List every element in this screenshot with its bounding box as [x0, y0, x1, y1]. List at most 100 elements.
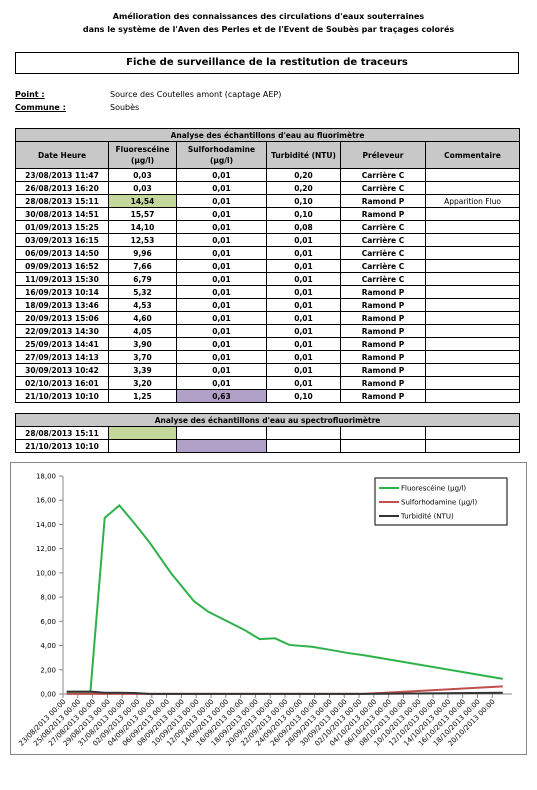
data-row: 20/09/2013 15:06 4,60 0,01 0,01 Ramond P — [15, 311, 521, 325]
spectrofluorimeter-table: Analyse des échantillons d'eau au spectr… — [14, 413, 521, 453]
cell: 25/09/2013 14:41 — [15, 337, 109, 351]
header-row: Date Heure Fluorescéine (µg/l) Sulforhodam… — [15, 141, 521, 169]
cell: 0,01 — [176, 376, 267, 390]
cell — [266, 426, 341, 440]
cell — [108, 439, 177, 453]
column-header: Date Heure — [15, 141, 109, 169]
y-tick-label: 8,00 — [40, 594, 56, 602]
cell: 06/09/2013 14:50 — [15, 246, 109, 260]
data-row: 21/10/2013 10:10 — [15, 439, 521, 453]
cell — [424, 259, 521, 273]
data-row: 25/09/2013 14:41 3,90 0,01 0,01 Ramond P — [15, 337, 521, 351]
cell — [108, 426, 177, 440]
cell: Ramond P — [340, 194, 426, 208]
cell: 0,10 — [266, 207, 341, 221]
data-row: 11/09/2013 15:30 6,79 0,01 0,01 Carrière C — [15, 272, 521, 286]
cell: 0,03 — [108, 181, 177, 195]
cell: Ramond P — [340, 350, 426, 364]
cell: 0,01 — [266, 272, 341, 286]
data-row: 26/08/2013 16:20 0,03 0,01 0,20 Carrière C — [15, 181, 521, 195]
cell: 0,08 — [266, 220, 341, 234]
cell: Carrière C — [340, 246, 426, 260]
cell: 03/09/2013 16:15 — [15, 233, 109, 247]
cell: Ramond P — [340, 337, 426, 351]
cell — [424, 376, 521, 390]
point-label: Point : — [15, 90, 45, 99]
cell: 18/09/2013 13:46 — [15, 298, 109, 312]
cell: 30/08/2013 14:51 — [15, 207, 109, 221]
cell: 21/10/2013 10:10 — [15, 439, 109, 453]
cell: 26/08/2013 16:20 — [15, 181, 109, 195]
cell: 3,70 — [108, 350, 177, 364]
cell — [424, 272, 521, 286]
cell — [424, 311, 521, 325]
cell: Carrière C — [340, 181, 426, 195]
cell — [424, 337, 521, 351]
cell: 23/08/2013 11:47 — [15, 168, 109, 182]
cell: 0,01 — [266, 298, 341, 312]
y-tick-label: 14,00 — [36, 521, 56, 529]
cell: 22/09/2013 14:30 — [15, 324, 109, 338]
header-line: dans le système de l'Aven des Perles et … — [82, 25, 455, 34]
data-row: 28/08/2013 15:11 — [15, 426, 521, 440]
cell: Ramond P — [340, 207, 426, 221]
fluorimeter-table: Analyse des échantillons d'eau au fluori… — [14, 128, 521, 403]
y-tick-label: 16,00 — [36, 497, 56, 505]
column-header: Préleveur — [340, 141, 426, 169]
cell: Ramond P — [340, 376, 426, 390]
cell: Ramond P — [340, 298, 426, 312]
cell: Carrière C — [340, 233, 426, 247]
data-row: 09/09/2013 16:52 7,66 0,01 0,01 Carrière C — [15, 259, 521, 273]
cell: 0,01 — [176, 233, 267, 247]
cell: 0,01 — [176, 337, 267, 351]
cell: 0,63 — [176, 389, 267, 403]
section-title: Analyse des échantillons d'eau au spectr… — [14, 413, 521, 427]
data-row: 23/08/2013 11:47 0,03 0,01 0,20 Carrière C — [15, 168, 521, 182]
cell: 0,01 — [176, 311, 267, 325]
cell: 0,01 — [176, 259, 267, 273]
column-header: Commentaire — [424, 141, 521, 169]
cell: 0,01 — [266, 259, 341, 273]
cell: 0,01 — [266, 324, 341, 338]
data-row: 30/09/2013 10:42 3,39 0,01 0,01 Ramond P — [15, 363, 521, 377]
section-title: Analyse des échantillons d'eau au fluori… — [14, 128, 521, 142]
cell: 0,10 — [266, 194, 341, 208]
cell: 01/09/2013 15:25 — [15, 220, 109, 234]
cell — [424, 298, 521, 312]
cell: 1,25 — [108, 389, 177, 403]
cell: 0,20 — [266, 181, 341, 195]
cell — [176, 439, 267, 453]
data-row: 02/10/2013 16:01 3,20 0,01 0,01 Ramond P — [15, 376, 521, 390]
data-row: 18/09/2013 13:46 4,53 0,01 0,01 Ramond P — [15, 298, 521, 312]
legend-label: Turbidité (NTU) — [400, 513, 454, 521]
cell: 0,01 — [266, 285, 341, 299]
cell: Carrière C — [340, 168, 426, 182]
y-tick-label: 12,00 — [36, 545, 56, 553]
cell: 4,53 — [108, 298, 177, 312]
sheet-title: Fiche de surveillance de la restitution … — [15, 52, 519, 74]
cell: 14,10 — [108, 220, 177, 234]
data-row: 28/08/2013 15:11 14,54 0,01 0,10 Ramond P App… — [15, 194, 521, 208]
cell: 20/09/2013 15:06 — [15, 311, 109, 325]
cell: 0,03 — [108, 168, 177, 182]
cell — [424, 168, 521, 182]
commune-value: Soubès — [110, 103, 140, 112]
cell: 0,01 — [176, 272, 267, 286]
y-tick-label: 10,00 — [36, 569, 56, 577]
cell — [424, 246, 521, 260]
cell: 21/10/2013 10:10 — [15, 389, 109, 403]
y-tick-label: 2,00 — [40, 666, 56, 674]
cell — [424, 233, 521, 247]
cell: 3,90 — [108, 337, 177, 351]
cell: 0,01 — [176, 298, 267, 312]
cell: Carrière C — [340, 259, 426, 273]
cell: 0,01 — [176, 194, 267, 208]
data-row: 27/09/2013 14:13 3,70 0,01 0,01 Ramond P — [15, 350, 521, 364]
data-row: 06/09/2013 14:50 9,96 0,01 0,01 Carrière C — [15, 246, 521, 260]
data-row: 21/10/2013 10:10 1,25 0,63 0,10 Ramond P — [15, 389, 521, 403]
cell: 16/09/2013 10:14 — [15, 285, 109, 299]
cell: 0,01 — [176, 207, 267, 221]
data-row: 03/09/2013 16:15 12,53 0,01 0,01 Carrière C — [15, 233, 521, 247]
column-header: Turbidité (NTU) — [266, 141, 341, 169]
